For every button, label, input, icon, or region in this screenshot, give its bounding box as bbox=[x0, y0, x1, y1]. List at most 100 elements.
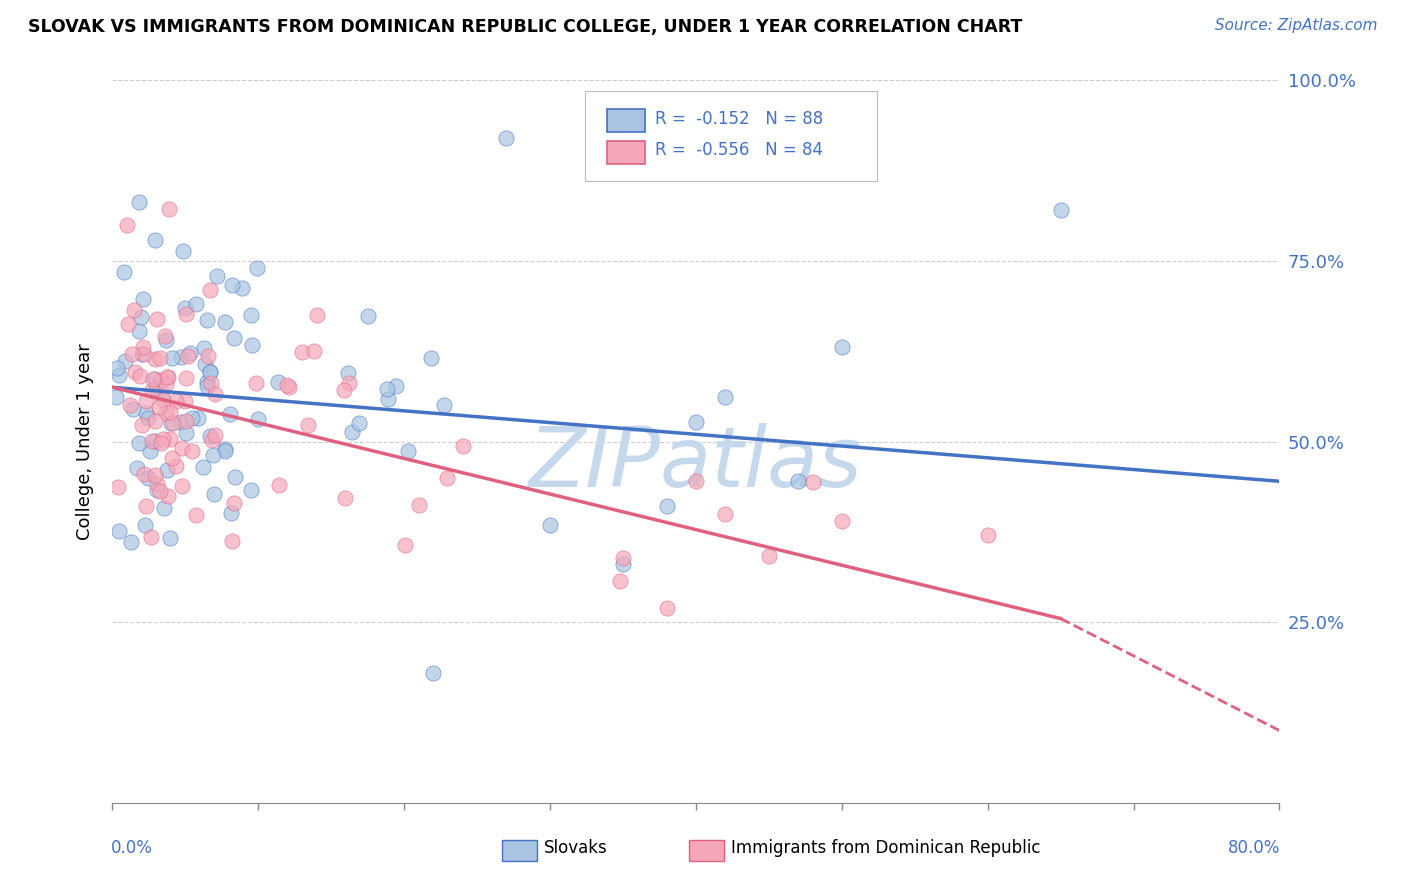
Point bbox=[205, 268, 228, 283]
Point bbox=[134, 517, 156, 532]
Text: 80.0%: 80.0% bbox=[1229, 838, 1281, 856]
Point bbox=[131, 346, 153, 360]
Point bbox=[335, 491, 357, 505]
Point bbox=[193, 341, 215, 355]
Point bbox=[150, 386, 173, 401]
Point bbox=[135, 406, 157, 420]
FancyBboxPatch shape bbox=[607, 141, 644, 164]
Point bbox=[357, 310, 380, 324]
Point bbox=[276, 377, 298, 392]
Point bbox=[242, 337, 264, 351]
Point bbox=[377, 392, 399, 407]
Point bbox=[115, 218, 138, 232]
Point bbox=[114, 354, 136, 368]
Point bbox=[186, 508, 208, 523]
Y-axis label: College, Under 1 year: College, Under 1 year bbox=[76, 343, 94, 540]
Point bbox=[200, 283, 222, 297]
Point bbox=[198, 365, 221, 379]
Point bbox=[221, 278, 243, 293]
Point bbox=[156, 369, 179, 384]
Point bbox=[685, 415, 707, 429]
Point bbox=[197, 350, 219, 364]
Text: R =  -0.152   N = 88: R = -0.152 N = 88 bbox=[655, 110, 824, 128]
Point bbox=[336, 367, 359, 381]
Point bbox=[155, 333, 177, 347]
Point bbox=[107, 480, 129, 494]
Point bbox=[107, 368, 129, 382]
Point bbox=[162, 416, 184, 430]
Point bbox=[138, 443, 160, 458]
Point bbox=[159, 532, 181, 546]
Point bbox=[122, 401, 145, 416]
Point bbox=[170, 415, 193, 429]
Point bbox=[302, 343, 325, 358]
Point bbox=[247, 412, 270, 426]
Point bbox=[135, 393, 157, 408]
Point bbox=[831, 340, 853, 354]
Point bbox=[146, 477, 169, 491]
Point bbox=[152, 433, 174, 447]
Point bbox=[152, 392, 174, 407]
Point bbox=[143, 414, 166, 428]
Point bbox=[141, 383, 163, 397]
Point bbox=[131, 292, 153, 306]
Point bbox=[141, 434, 163, 449]
Point bbox=[166, 459, 188, 474]
Point bbox=[231, 281, 253, 295]
Point bbox=[451, 439, 474, 453]
Point bbox=[831, 514, 853, 528]
Point bbox=[240, 309, 263, 323]
FancyBboxPatch shape bbox=[502, 839, 537, 862]
Point bbox=[714, 390, 737, 404]
Point bbox=[194, 357, 217, 371]
Point bbox=[128, 194, 150, 209]
Point bbox=[198, 365, 221, 379]
Point bbox=[297, 417, 319, 432]
Point bbox=[221, 534, 243, 549]
Point bbox=[347, 416, 370, 430]
Point bbox=[136, 471, 159, 485]
Point bbox=[179, 346, 201, 360]
Point bbox=[145, 311, 167, 326]
Point bbox=[125, 460, 148, 475]
Point bbox=[655, 600, 678, 615]
Point bbox=[128, 368, 150, 383]
Point bbox=[333, 384, 356, 398]
Point bbox=[132, 347, 155, 361]
Point bbox=[124, 365, 146, 379]
Point bbox=[187, 411, 209, 425]
Point bbox=[145, 483, 167, 497]
Point bbox=[202, 448, 225, 462]
Point bbox=[150, 373, 173, 387]
Text: Source: ZipAtlas.com: Source: ZipAtlas.com bbox=[1215, 18, 1378, 33]
Point bbox=[135, 499, 157, 513]
Point bbox=[538, 517, 561, 532]
Point bbox=[385, 379, 408, 393]
Point bbox=[172, 244, 194, 259]
Point bbox=[787, 474, 810, 488]
Point bbox=[145, 381, 167, 395]
Point bbox=[758, 549, 780, 563]
Point bbox=[107, 524, 129, 538]
Point bbox=[174, 393, 197, 408]
Point bbox=[224, 331, 246, 345]
Point bbox=[143, 434, 166, 448]
Point bbox=[200, 376, 222, 390]
Point bbox=[131, 310, 153, 324]
Point bbox=[202, 487, 225, 501]
Point bbox=[156, 463, 179, 477]
Point bbox=[139, 530, 162, 544]
Point bbox=[174, 426, 197, 441]
Point bbox=[157, 202, 180, 216]
Point bbox=[245, 376, 267, 390]
Point bbox=[204, 428, 226, 442]
Point bbox=[155, 377, 177, 392]
FancyBboxPatch shape bbox=[607, 109, 644, 132]
Point bbox=[184, 297, 207, 311]
Point bbox=[170, 350, 193, 364]
Text: ZIPatlas: ZIPatlas bbox=[529, 423, 863, 504]
FancyBboxPatch shape bbox=[585, 91, 877, 181]
Point bbox=[174, 371, 197, 385]
Point bbox=[291, 345, 314, 359]
Point bbox=[201, 433, 224, 447]
